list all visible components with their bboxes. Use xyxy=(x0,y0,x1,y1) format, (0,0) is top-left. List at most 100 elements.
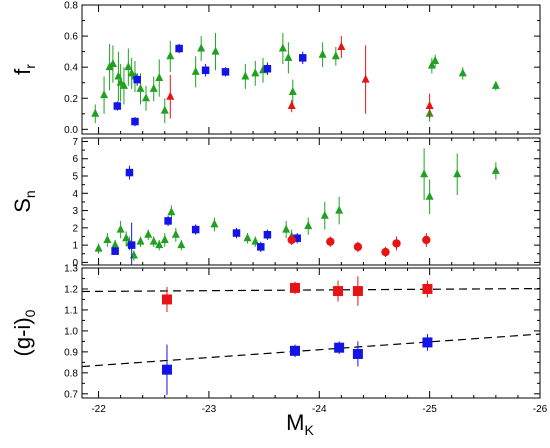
data-point xyxy=(352,286,363,297)
data-point xyxy=(167,207,176,216)
data-point xyxy=(191,66,200,75)
y-tick-label: 0.7 xyxy=(64,389,78,400)
data-point xyxy=(197,43,206,52)
y-tick-label: 0.4 xyxy=(64,63,78,74)
panel-frame xyxy=(81,267,541,399)
y-tick-label: 7 xyxy=(72,137,78,148)
data-point xyxy=(263,64,272,73)
y-axis-label: fr xyxy=(10,64,38,75)
data-point xyxy=(289,282,300,293)
series-triangle xyxy=(91,32,500,124)
data-point xyxy=(352,348,363,359)
panel-frame xyxy=(81,4,541,135)
data-point xyxy=(100,90,109,99)
panel-gi: 0.7 0.8 0.9 1.0 1.1 1.2 1.3 (g-i)0 -22 -23 -24 -25 -… xyxy=(10,264,548,416)
y-tick-label: 0.8 xyxy=(64,368,78,379)
data-point xyxy=(94,243,103,252)
y-tick-label: 1.2 xyxy=(64,284,78,295)
data-point xyxy=(136,83,145,92)
y-tick-label: 0.6 xyxy=(64,32,78,43)
x-tick-label: -26 xyxy=(533,404,548,415)
y-tick-label: 0 xyxy=(72,258,78,269)
series-square xyxy=(161,334,433,395)
data-point xyxy=(284,52,293,61)
data-point xyxy=(91,108,100,117)
y-tick-label: 1.3 xyxy=(64,264,78,275)
data-point xyxy=(232,229,241,237)
data-point xyxy=(491,80,500,89)
data-point xyxy=(381,247,390,257)
series-triangle xyxy=(94,148,500,261)
data-point xyxy=(210,219,219,228)
panel-sn: 0 1 2 3 4 5 6 7 Sn xyxy=(10,137,541,269)
data-point xyxy=(320,210,329,219)
data-point xyxy=(251,68,260,77)
data-point xyxy=(108,59,117,68)
y-axis-label: Sn xyxy=(10,190,38,212)
x-tick-label: -25 xyxy=(422,404,437,415)
x-tick-label: -24 xyxy=(312,404,327,415)
data-point xyxy=(119,80,128,89)
data-point xyxy=(287,101,296,110)
y-tick-label: 1.0 xyxy=(64,326,78,337)
data-point xyxy=(422,283,433,294)
data-point xyxy=(278,43,287,52)
data-point xyxy=(337,41,346,50)
data-point xyxy=(136,236,145,245)
data-point xyxy=(326,237,335,246)
data-point xyxy=(164,217,172,225)
data-point xyxy=(125,168,134,177)
data-point xyxy=(333,286,344,297)
x-tick-label: -23 xyxy=(202,404,217,415)
data-point xyxy=(241,71,250,80)
data-point xyxy=(175,44,183,53)
data-point xyxy=(111,247,119,255)
data-point xyxy=(353,242,363,252)
data-point xyxy=(289,345,300,356)
data-point xyxy=(155,240,164,249)
fit-line xyxy=(81,287,541,293)
data-point xyxy=(304,221,313,230)
y-axis-label-main: f xyxy=(10,68,35,75)
data-point xyxy=(425,191,434,200)
data-point xyxy=(113,102,122,110)
data-point xyxy=(129,250,138,259)
panel-fr: 0.0 0.2 0.4 0.6 0.8 fr xyxy=(10,1,541,136)
data-point xyxy=(131,117,139,126)
data-point xyxy=(201,66,210,75)
data-point xyxy=(133,75,141,84)
data-point xyxy=(427,60,436,69)
data-point xyxy=(318,49,327,58)
data-point xyxy=(420,169,429,178)
x-axis-title: MK xyxy=(286,410,314,438)
data-point xyxy=(334,342,345,353)
data-point xyxy=(103,234,112,243)
series-square xyxy=(161,276,433,313)
y-axis-label-main: (g-i) xyxy=(10,317,35,356)
data-point xyxy=(458,68,467,77)
series-triangle xyxy=(166,36,434,119)
data-point xyxy=(166,51,175,60)
svg-text:MK: MK xyxy=(286,410,314,438)
data-point xyxy=(221,68,230,76)
data-point xyxy=(211,46,220,55)
y-axis-label: (g-i)0 xyxy=(10,309,38,356)
x-axis-label: M xyxy=(286,410,304,435)
data-point xyxy=(263,231,272,239)
data-point xyxy=(298,54,307,62)
data-point xyxy=(122,233,131,242)
y-tick-label: 2 xyxy=(72,223,78,234)
data-point xyxy=(287,235,296,245)
data-point xyxy=(453,169,462,178)
data-point xyxy=(155,73,164,82)
data-point xyxy=(144,229,153,238)
data-point xyxy=(111,240,120,249)
data-point xyxy=(171,229,180,238)
data-point xyxy=(431,55,440,64)
data-point xyxy=(161,294,172,305)
x-tick-label: -22 xyxy=(91,404,106,415)
data-point xyxy=(243,233,252,242)
data-point xyxy=(142,93,151,102)
data-point xyxy=(293,234,301,242)
